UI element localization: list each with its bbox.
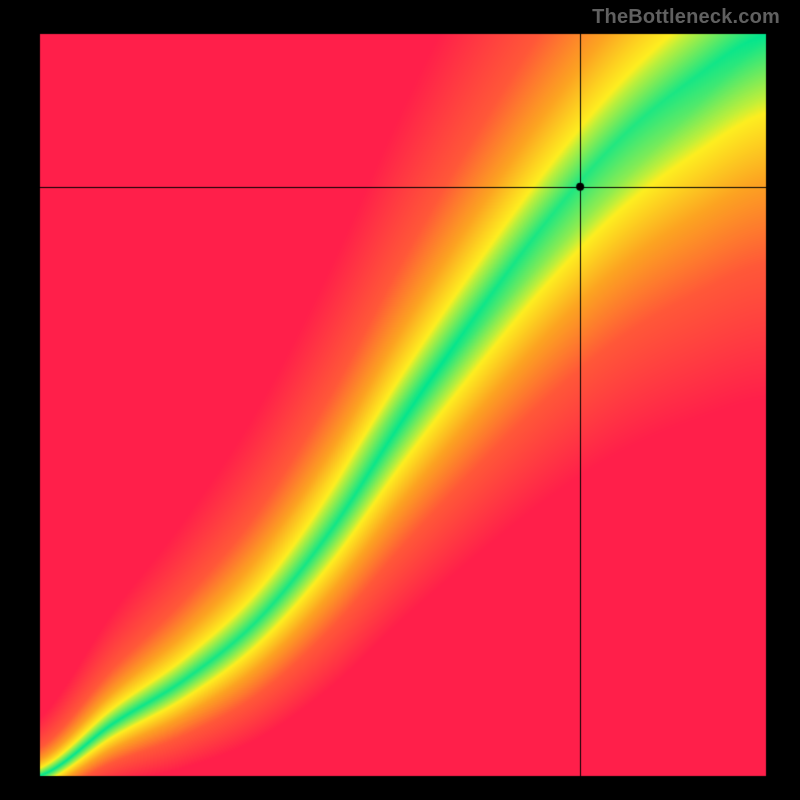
- bottleneck-heatmap: [0, 0, 800, 800]
- watermark-text: TheBottleneck.com: [592, 6, 780, 29]
